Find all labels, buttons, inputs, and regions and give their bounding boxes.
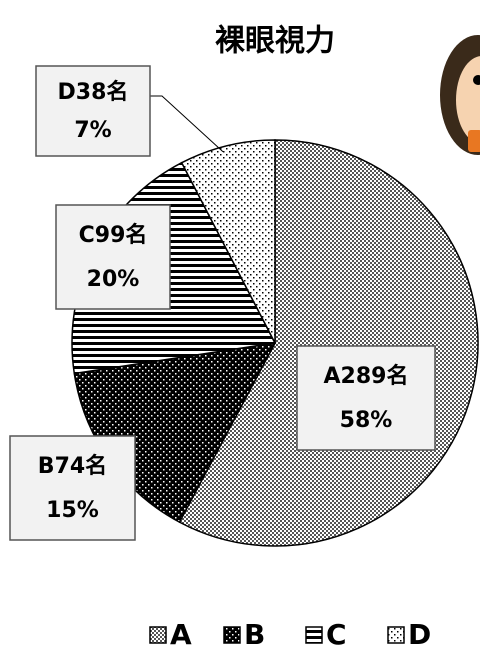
percent-label: 15%	[46, 498, 99, 523]
legend-swatch	[388, 627, 404, 643]
legend-swatch	[150, 627, 166, 643]
percent-label: 7%	[74, 118, 111, 143]
label-box	[10, 436, 135, 540]
data-label: D38名	[58, 79, 129, 105]
legend-swatch	[306, 627, 322, 643]
data-label: A289名	[324, 363, 409, 389]
legend-label: A	[170, 618, 192, 651]
legend-label: B	[244, 618, 265, 651]
data-label: C99名	[79, 222, 148, 248]
label-box	[56, 205, 170, 309]
chart-title: 裸眼視力	[215, 24, 335, 59]
percent-label: 58%	[340, 408, 393, 433]
legend-label: C	[326, 618, 347, 651]
data-label: B74名	[38, 453, 107, 479]
percent-label: 20%	[87, 267, 140, 292]
leader-line	[150, 96, 223, 152]
illustration	[440, 35, 480, 155]
label-box	[297, 346, 435, 450]
legend-swatch	[224, 627, 240, 643]
legend-label: D	[408, 618, 431, 651]
chart: 裸眼視力 A289名 58% B74名 15% C99名 20% D38名 7% A B C D	[0, 0, 480, 651]
